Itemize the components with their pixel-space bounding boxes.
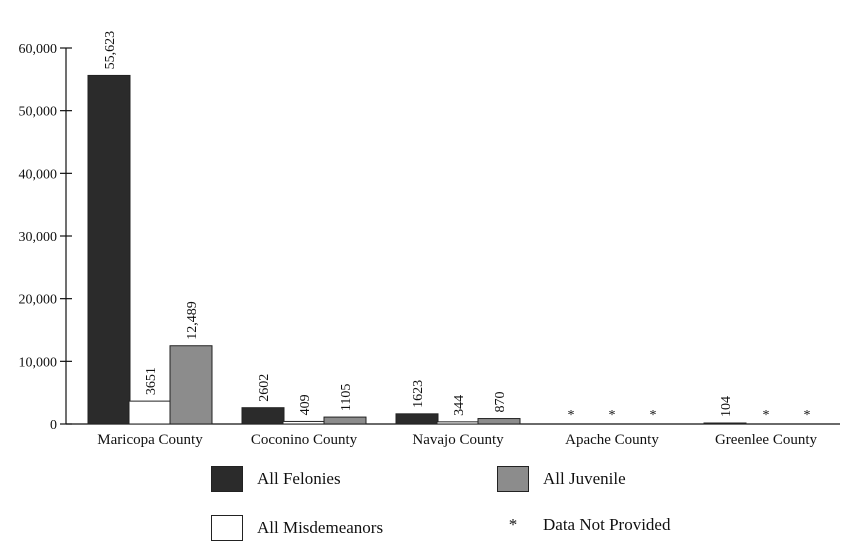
data-label: 870 [493, 392, 508, 413]
y-tick-label: 40,000 [19, 167, 58, 182]
bar [323, 416, 367, 425]
data-label: 55,623 [103, 31, 118, 70]
missing-marker: * [763, 408, 770, 423]
y-tick-label: 50,000 [19, 105, 58, 120]
data-label: 1105 [339, 384, 354, 411]
x-category-label: Greenlee County [715, 432, 818, 448]
data-label: 2602 [257, 374, 272, 402]
bar [169, 345, 213, 425]
x-category-label: Coconino County [251, 432, 358, 448]
data-label: 3651 [144, 367, 159, 395]
missing-marker: * [609, 408, 616, 423]
y-tick-label: 30,000 [19, 230, 58, 245]
x-category-label: Maricopa County [97, 432, 203, 448]
bar [282, 420, 326, 425]
data-label: 12,489 [185, 301, 200, 340]
data-label: 104 [719, 396, 734, 417]
bar [703, 422, 747, 425]
bar [436, 421, 480, 425]
missing-marker: * [568, 408, 575, 423]
missing-marker: * [804, 408, 811, 423]
bar [87, 74, 131, 425]
x-category-label: Navajo County [412, 432, 504, 448]
bar [477, 418, 521, 425]
data-label: 409 [298, 394, 313, 415]
bar [241, 407, 285, 425]
y-tick-label: 20,000 [19, 293, 58, 308]
y-tick-label: 0 [50, 418, 57, 433]
missing-marker: * [650, 408, 657, 423]
data-label: 344 [452, 395, 467, 416]
y-tick-label: 10,000 [19, 355, 58, 370]
bar [395, 413, 439, 425]
x-category-label: Apache County [565, 432, 659, 448]
bar [128, 400, 172, 425]
y-tick-label: 60,000 [19, 42, 58, 57]
data-label: 1623 [411, 380, 426, 408]
